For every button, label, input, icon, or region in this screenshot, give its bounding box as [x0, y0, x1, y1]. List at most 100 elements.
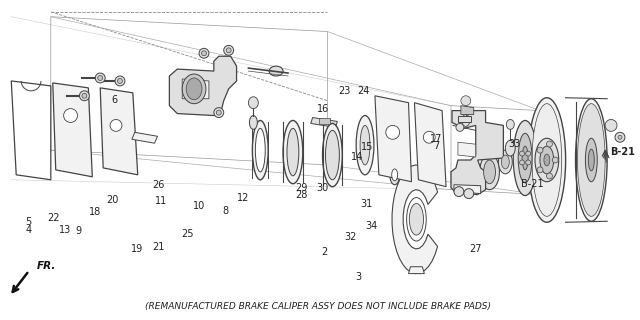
Text: 21: 21: [152, 242, 164, 252]
Ellipse shape: [392, 169, 397, 181]
Ellipse shape: [586, 138, 597, 182]
Ellipse shape: [406, 197, 426, 241]
Ellipse shape: [462, 115, 470, 126]
Ellipse shape: [532, 104, 562, 216]
Text: 24: 24: [357, 86, 369, 96]
Ellipse shape: [484, 160, 495, 184]
Circle shape: [547, 173, 552, 179]
Circle shape: [552, 157, 558, 163]
Ellipse shape: [513, 120, 537, 196]
Polygon shape: [408, 267, 424, 274]
Text: B-21: B-21: [522, 179, 544, 189]
Text: 20: 20: [106, 196, 118, 205]
Circle shape: [63, 108, 77, 123]
Ellipse shape: [577, 104, 605, 216]
Circle shape: [456, 124, 464, 131]
Polygon shape: [375, 96, 412, 182]
Ellipse shape: [356, 116, 374, 175]
Ellipse shape: [575, 99, 607, 221]
Ellipse shape: [522, 146, 528, 170]
Text: 8: 8: [223, 205, 229, 216]
Ellipse shape: [250, 116, 257, 129]
Ellipse shape: [518, 133, 532, 183]
Circle shape: [386, 125, 399, 139]
Ellipse shape: [255, 128, 265, 172]
Text: 9: 9: [76, 226, 82, 236]
Ellipse shape: [252, 120, 268, 180]
Circle shape: [537, 147, 543, 153]
Circle shape: [547, 141, 552, 147]
Text: 17: 17: [430, 134, 443, 144]
Ellipse shape: [588, 149, 595, 171]
Circle shape: [618, 135, 622, 139]
Polygon shape: [451, 111, 504, 195]
Ellipse shape: [461, 96, 471, 106]
Text: 19: 19: [131, 244, 143, 253]
Circle shape: [454, 187, 464, 196]
Polygon shape: [182, 79, 209, 99]
Text: 5: 5: [26, 217, 32, 227]
Ellipse shape: [182, 74, 206, 104]
Ellipse shape: [499, 150, 512, 174]
Circle shape: [224, 45, 234, 55]
Text: 29: 29: [296, 183, 308, 193]
Ellipse shape: [283, 120, 303, 184]
Circle shape: [216, 110, 221, 115]
Text: 10: 10: [193, 201, 205, 211]
Text: 23: 23: [339, 86, 351, 96]
Polygon shape: [12, 81, 51, 180]
Ellipse shape: [410, 204, 424, 235]
Text: 15: 15: [361, 142, 373, 152]
Text: 6: 6: [111, 95, 117, 105]
Bar: [319, 118, 330, 124]
Text: 16: 16: [317, 104, 329, 115]
Polygon shape: [392, 165, 438, 274]
Text: 31: 31: [361, 199, 373, 209]
Polygon shape: [310, 117, 337, 127]
Polygon shape: [415, 103, 446, 187]
Text: 25: 25: [182, 229, 194, 239]
Polygon shape: [100, 88, 138, 175]
Circle shape: [525, 151, 531, 156]
Text: 32: 32: [344, 232, 356, 243]
Circle shape: [202, 51, 207, 56]
Ellipse shape: [544, 154, 550, 166]
Ellipse shape: [287, 128, 299, 176]
Polygon shape: [458, 116, 471, 123]
Ellipse shape: [360, 125, 370, 165]
Circle shape: [214, 108, 224, 117]
Ellipse shape: [535, 138, 559, 182]
Ellipse shape: [269, 66, 283, 76]
Polygon shape: [458, 142, 476, 157]
Circle shape: [605, 119, 617, 131]
Ellipse shape: [186, 78, 202, 100]
Text: 12: 12: [237, 193, 249, 203]
Circle shape: [423, 131, 435, 143]
Circle shape: [95, 73, 105, 83]
Ellipse shape: [326, 130, 339, 180]
Ellipse shape: [323, 124, 342, 187]
Text: 13: 13: [58, 225, 71, 235]
Circle shape: [98, 76, 102, 80]
Circle shape: [82, 93, 87, 98]
Text: 14: 14: [351, 152, 363, 162]
Polygon shape: [52, 83, 92, 177]
Circle shape: [615, 132, 625, 142]
Polygon shape: [461, 106, 474, 115]
Text: 30: 30: [317, 183, 329, 194]
Ellipse shape: [501, 155, 509, 169]
Ellipse shape: [528, 98, 566, 222]
Circle shape: [226, 48, 231, 53]
Polygon shape: [454, 185, 481, 194]
Circle shape: [199, 48, 209, 58]
Circle shape: [79, 91, 90, 101]
Circle shape: [115, 76, 125, 86]
Circle shape: [525, 160, 531, 165]
Polygon shape: [170, 56, 237, 116]
Ellipse shape: [540, 146, 554, 174]
Text: FR.: FR.: [37, 261, 56, 271]
Circle shape: [537, 167, 543, 173]
Ellipse shape: [479, 154, 499, 190]
Text: 33: 33: [509, 139, 521, 148]
Text: 26: 26: [152, 180, 164, 190]
